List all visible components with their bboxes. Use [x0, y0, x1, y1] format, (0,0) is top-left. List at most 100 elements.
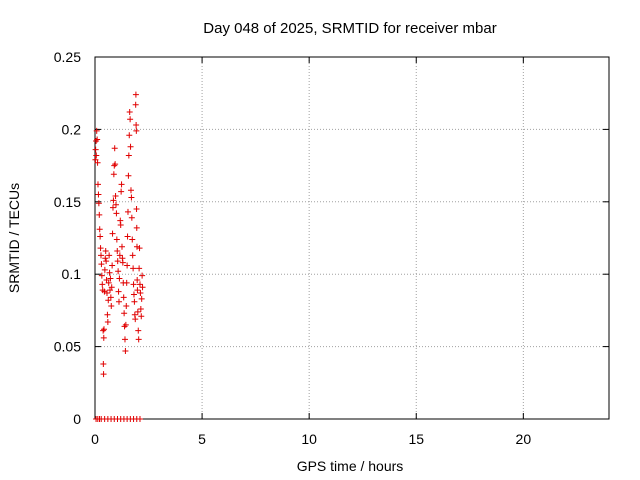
- data-point: [124, 262, 131, 269]
- data-point: [106, 252, 113, 259]
- data-point: [93, 137, 100, 144]
- data-point: [96, 211, 103, 218]
- data-point: [132, 316, 139, 323]
- data-point: [131, 298, 138, 305]
- data-point: [136, 416, 143, 422]
- data-point: [127, 187, 134, 194]
- data-point: [93, 152, 100, 159]
- data-point: [111, 145, 118, 152]
- data-point: [111, 162, 118, 169]
- x-axis-label: GPS time / hours: [297, 458, 404, 474]
- data-points: [92, 91, 146, 422]
- data-point: [138, 313, 145, 320]
- data-point: [110, 171, 117, 178]
- x-tick-label: 10: [301, 431, 317, 447]
- data-point: [94, 136, 101, 143]
- data-point: [96, 226, 103, 233]
- data-point: [102, 255, 109, 262]
- y-tick-label: 0.25: [54, 49, 81, 65]
- data-point: [99, 281, 106, 288]
- data-point: [137, 305, 144, 312]
- data-point: [101, 288, 108, 295]
- data-point: [117, 221, 124, 228]
- y-axis-label: SRMTID / TECUs: [6, 183, 22, 293]
- data-point: [133, 127, 140, 134]
- y-tick-label: 0.1: [62, 266, 82, 282]
- data-point: [95, 191, 102, 198]
- data-point: [134, 308, 141, 315]
- data-point: [119, 259, 126, 266]
- x-tick-label: 20: [516, 431, 532, 447]
- data-point: [104, 311, 111, 318]
- data-point: [128, 214, 135, 221]
- data-point: [114, 258, 121, 265]
- data-point: [123, 303, 130, 310]
- data-point: [121, 323, 128, 330]
- data-point: [112, 193, 119, 200]
- data-point: [129, 236, 136, 243]
- data-point: [126, 109, 133, 116]
- data-point: [109, 230, 116, 237]
- data-point: [130, 291, 137, 298]
- data-point: [122, 347, 129, 354]
- x-tick-label: 15: [408, 431, 424, 447]
- data-point: [135, 327, 142, 334]
- data-point: [108, 284, 115, 291]
- data-point: [100, 371, 107, 378]
- data-point: [136, 265, 143, 272]
- data-point: [126, 132, 133, 139]
- data-point: [133, 224, 140, 231]
- data-point: [100, 334, 107, 341]
- data-point: [97, 252, 104, 259]
- chart-title: Day 048 of 2025, SRMTID for receiver mba…: [203, 20, 496, 37]
- data-point: [124, 233, 131, 240]
- data-point: [123, 279, 130, 286]
- data-point: [133, 122, 140, 129]
- data-point: [107, 275, 114, 282]
- axis-ticks: 0 5 10 15 20 0 0.05 0.1 0.15 0.2 0.25: [54, 49, 609, 447]
- data-point: [97, 245, 104, 252]
- data-point: [134, 276, 141, 283]
- data-point: [125, 172, 132, 179]
- data-point: [129, 252, 136, 259]
- data-point: [106, 269, 113, 276]
- data-point: [115, 268, 122, 275]
- data-point: [127, 143, 134, 150]
- data-point: [93, 127, 100, 134]
- data-point: [100, 327, 107, 334]
- data-point: [114, 248, 121, 255]
- data-point: [116, 252, 123, 259]
- data-point: [135, 336, 142, 343]
- data-point: [92, 146, 99, 153]
- data-point: [127, 116, 134, 123]
- data-point: [98, 261, 105, 268]
- data-point: [124, 208, 131, 215]
- data-point: [138, 295, 145, 302]
- grid: [95, 57, 609, 419]
- data-point: [115, 288, 122, 295]
- data-point: [109, 262, 116, 269]
- data-point: [136, 281, 143, 288]
- data-point: [98, 272, 105, 279]
- data-point: [121, 310, 128, 317]
- plot-frame: [94, 56, 610, 420]
- data-point: [128, 194, 135, 201]
- data-point: [134, 287, 141, 294]
- data-point: [118, 181, 125, 188]
- y-tick-label: 0.05: [54, 339, 81, 355]
- data-point: [133, 243, 140, 250]
- data-point: [109, 204, 116, 211]
- data-point: [133, 206, 140, 213]
- data-point: [101, 266, 108, 273]
- data-point: [105, 297, 112, 304]
- data-point: [130, 265, 137, 272]
- data-point: [113, 236, 120, 243]
- data-point: [132, 101, 139, 108]
- data-point: [105, 279, 112, 286]
- data-point: [97, 233, 104, 240]
- data-point: [137, 290, 144, 297]
- data-point: [121, 336, 128, 343]
- data-point: [112, 201, 119, 208]
- data-point: [94, 159, 101, 166]
